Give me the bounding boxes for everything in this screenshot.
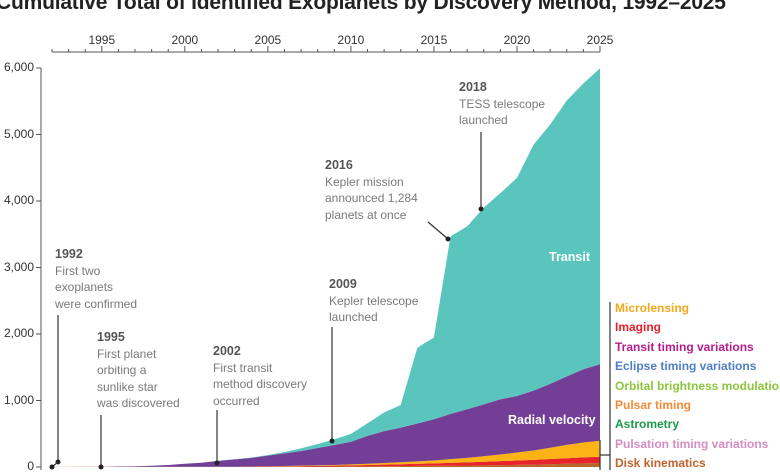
area-imaging	[52, 456, 600, 467]
annotation-dot	[49, 464, 55, 470]
annotation-dot	[478, 206, 484, 212]
annotation-text-line: occurred	[213, 393, 260, 408]
annotation-year: 2002	[213, 344, 241, 358]
annotation-2016: 2016 Kepler mission announced 1,284 planets…	[325, 157, 418, 223]
annotation-1992: 1992 First two exoplanets were confirmed	[55, 246, 137, 312]
x-tick-label: 2010	[337, 33, 365, 47]
annotation-text-line: sunlike star	[97, 379, 158, 394]
annotation-text-line: TESS telescope	[459, 96, 546, 111]
annotation-text-line: First two	[55, 263, 101, 278]
y-tick-label: 3,000	[3, 259, 34, 274]
annotation-text-line: Kepler telescope	[329, 293, 419, 308]
legend-item-imaging: Imaging	[615, 320, 662, 335]
annotation-year: 2018	[459, 80, 487, 94]
annotation-text-line: launched	[329, 310, 378, 324]
annotation-text-line: were confirmed	[55, 296, 138, 311]
x-tick-label: 2020	[503, 33, 531, 47]
area-transit	[52, 68, 600, 467]
annotation-2009: 2009 Kepler telescope launched	[329, 276, 418, 326]
y-tick-label: 1,000	[3, 392, 34, 407]
legend-item-disk-kinematics: Disk kinematics	[615, 456, 706, 471]
area-other-methods	[52, 463, 600, 467]
annotation-text-line: exoplanets	[55, 280, 114, 294]
annotation-text-line: was discovered	[97, 396, 180, 410]
annotation-2018: 2018 TESS telescope launched	[459, 79, 545, 129]
annotation-year: 2016	[325, 158, 353, 172]
annotation-dot	[214, 460, 220, 466]
annotation-year: 2009	[329, 277, 357, 291]
x-tick-label: 2015	[420, 33, 448, 47]
x-tick-label: 2025	[586, 33, 614, 47]
annotation-text-line: launched	[459, 113, 508, 127]
y-tick-label: 0	[27, 459, 34, 473]
area-radial-velocity	[52, 364, 600, 467]
annotation-year: 1995	[97, 330, 125, 344]
legend-item-eclipse-timing-variations: Eclipse timing variations	[615, 359, 757, 374]
legend-item-transit-timing-variations: Transit timing variations	[615, 339, 754, 354]
annotation-1995: 1995 First planet orbiting a sunlike star wa…	[97, 329, 180, 412]
y-tick-label: 5,000	[3, 126, 34, 141]
annotation-text-line: First transit	[213, 360, 273, 375]
series-label-transit: Transit	[549, 250, 590, 264]
annotation-text-line: First planet	[97, 346, 157, 361]
annotation-text-line: planets at once	[325, 207, 407, 222]
legend-item-pulsation-timing-variations: Pulsation timing variations	[615, 436, 769, 451]
legend-item-orbital-brightness-modulation: Orbital brightness modulation	[615, 378, 780, 393]
annotation-text-line: announced 1,284	[325, 191, 418, 205]
legend-item-astrometry: Astrometry	[615, 417, 680, 432]
annotation-dot	[98, 464, 104, 470]
annotation-dot	[445, 236, 451, 242]
annotation-year: 1992	[55, 247, 83, 261]
y-tick-label: 6,000	[3, 60, 34, 74]
annotation-text-line: method discovery	[213, 377, 308, 391]
y-tick-label: 2,000	[3, 326, 34, 340]
x-tick-label: 2005	[254, 33, 282, 47]
legend-item-microlensing: Microlensing	[615, 301, 690, 315]
annotation-dot	[329, 438, 335, 444]
area-microlensing	[52, 440, 600, 467]
x-tick-label: 2000	[171, 33, 199, 47]
legend-item-pulsar-timing: Pulsar timing	[615, 398, 692, 412]
y-tick-label: 4,000	[3, 193, 34, 207]
series-label-radial-velocity: Radial velocity	[508, 413, 596, 427]
annotation-leader-line	[427, 221, 449, 240]
annotation-text-line: orbiting a	[97, 363, 147, 377]
annotation-2002: 2002 First transit method discovery occurre…	[213, 343, 307, 409]
x-tick-label: 1995	[88, 33, 116, 47]
annotation-text-line: Kepler mission	[325, 174, 404, 189]
chart-title: Cumulative Total of Identified Exoplanet…	[0, 0, 726, 14]
